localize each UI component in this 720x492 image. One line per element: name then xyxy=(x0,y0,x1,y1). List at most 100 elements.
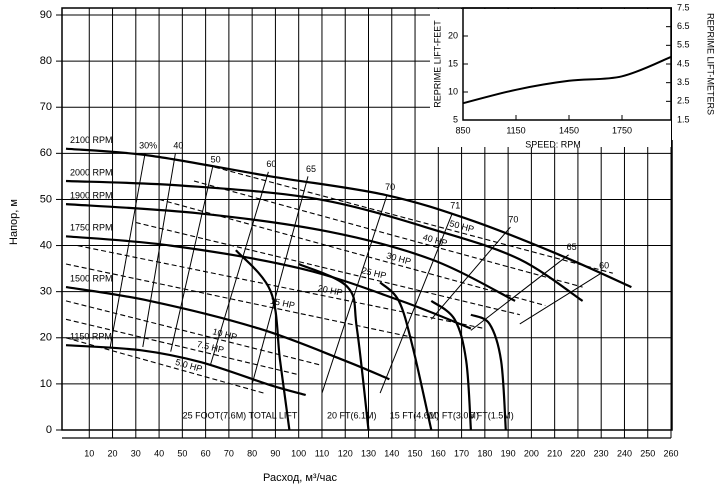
inset-y2-tick-label: 5.5 xyxy=(677,40,690,50)
x-tick-label: 190 xyxy=(501,448,516,458)
y-tick-label: 20 xyxy=(40,332,52,344)
x-tick-label: 210 xyxy=(547,448,562,458)
efficiency-label: 50 xyxy=(211,155,221,165)
rpm-label: 2000 RPM xyxy=(70,167,113,177)
efficiency-label: 65 xyxy=(306,164,316,174)
x-tick-label: 20 xyxy=(108,448,118,458)
lift-label: 25 FOOT(7.6M) TOTAL LIFT xyxy=(183,410,298,420)
efficiency-line xyxy=(170,167,214,352)
rpm-label: 1150 RPM xyxy=(70,332,112,342)
efficiency-line xyxy=(142,153,176,348)
lift-curve xyxy=(470,313,507,431)
x-tick-label: 180 xyxy=(477,448,492,458)
rpm-label: 2100 RPM xyxy=(70,135,113,145)
x-tick-label: 140 xyxy=(384,448,399,458)
hp-line xyxy=(135,221,520,316)
rpm-curve xyxy=(65,203,516,302)
y-tick-label: 50 xyxy=(40,193,52,205)
lift-label: 15 FT(4.6M) xyxy=(390,410,440,420)
inset-y-tick-label: 20 xyxy=(448,30,458,40)
efficiency-line xyxy=(109,153,146,348)
efficiency-line xyxy=(251,176,309,385)
x-tick-label: 40 xyxy=(154,448,164,458)
lift-curve xyxy=(379,281,433,431)
efficiency-line xyxy=(321,194,388,394)
x-tick-label: 100 xyxy=(291,448,306,458)
x-tick-label: 50 xyxy=(177,448,187,458)
rpm-curve xyxy=(65,147,632,289)
x-axis-label: Расход, м³/час xyxy=(263,472,338,484)
inset-y-label: REPRIME LIFT-FEET xyxy=(432,20,442,108)
rpm-curve xyxy=(65,235,472,330)
x-tick-label: 120 xyxy=(338,448,353,458)
x-tick-label: 150 xyxy=(408,448,423,458)
rpm-label: 1500 RPM xyxy=(70,273,113,283)
y-tick-label: 40 xyxy=(40,239,52,251)
lift-label: 5 FT(1.5M) xyxy=(469,410,514,420)
y-tick-label: 90 xyxy=(40,9,52,21)
x-tick-label: 170 xyxy=(454,448,469,458)
rpm-curve xyxy=(65,179,584,302)
inset-background xyxy=(430,9,671,147)
hp-line xyxy=(158,198,546,307)
inset-x-label: SPEED: RPM xyxy=(525,139,581,149)
x-tick-label: 260 xyxy=(663,448,678,458)
inset-y-tick-label: 10 xyxy=(448,86,458,96)
lift-curve xyxy=(430,299,472,431)
hp-label: 30 HP xyxy=(385,250,412,266)
inset-x-tick-label: 850 xyxy=(455,125,470,135)
efficiency-label: 30% xyxy=(139,141,157,151)
hp-label: 10 HP xyxy=(211,326,238,342)
x-tick-label: 240 xyxy=(617,448,632,458)
efficiency-label: 71 xyxy=(450,201,460,211)
rpm-label: 1900 RPM xyxy=(70,190,113,200)
efficiency-line xyxy=(379,213,453,394)
y-tick-label: 70 xyxy=(40,101,52,113)
inset-y2-tick-label: 6.5 xyxy=(677,21,690,31)
inset-background xyxy=(672,0,720,140)
hp-line xyxy=(77,245,485,330)
inset-y2-tick-label: 2.5 xyxy=(677,96,690,106)
x-tick-label: 220 xyxy=(570,448,585,458)
y-tick-label: 80 xyxy=(40,55,52,67)
x-tick-label: 70 xyxy=(224,448,234,458)
hp-line xyxy=(214,166,613,274)
hp-label: 25 HP xyxy=(361,265,388,281)
efficiency-label: 70 xyxy=(508,214,518,224)
lift-curve xyxy=(298,262,370,431)
lift-label: 10 FT(3.0M) xyxy=(429,410,479,420)
inset-y2-tick-label: 7.5 xyxy=(677,2,690,12)
x-tick-label: 130 xyxy=(361,448,376,458)
x-tick-label: 90 xyxy=(270,448,280,458)
x-tick-label: 80 xyxy=(247,448,257,458)
x-tick-label: 110 xyxy=(315,448,329,458)
inset-x-tick-label: 1750 xyxy=(612,125,632,135)
efficiency-label: 40 xyxy=(173,141,183,151)
y-tick-label: 0 xyxy=(46,424,52,436)
inset-x-tick-label: 1450 xyxy=(559,125,579,135)
rpm-curve xyxy=(65,286,390,381)
efficiency-line xyxy=(209,171,269,366)
y-tick-label: 60 xyxy=(40,147,52,159)
rpm-label: 1750 RPM xyxy=(70,223,113,233)
x-tick-label: 10 xyxy=(84,448,94,458)
inset-y2-tick-label: 4.5 xyxy=(677,58,690,68)
x-tick-label: 230 xyxy=(594,448,609,458)
hp-label: 5.0 HP xyxy=(174,357,203,374)
y-tick-label: 10 xyxy=(40,378,52,390)
x-tick-label: 60 xyxy=(201,448,211,458)
x-tick-label: 30 xyxy=(131,448,141,458)
inset-y2-tick-label: 3.5 xyxy=(677,77,690,87)
inset-x-tick-label: 1150 xyxy=(506,125,525,135)
inset-y2-label: REPRIME LIFT-METERS xyxy=(706,13,716,115)
x-tick-label: 200 xyxy=(524,448,539,458)
hp-label: 7.5 HP xyxy=(196,339,225,355)
y-axis-label: Напор, м xyxy=(8,199,20,245)
efficiency-line xyxy=(519,272,602,325)
efficiency-label: 70 xyxy=(385,182,395,192)
hp-label: 20 HP xyxy=(317,283,344,298)
x-tick-label: 160 xyxy=(431,448,446,458)
lift-label: 20 FT(6.1M) xyxy=(327,410,377,420)
